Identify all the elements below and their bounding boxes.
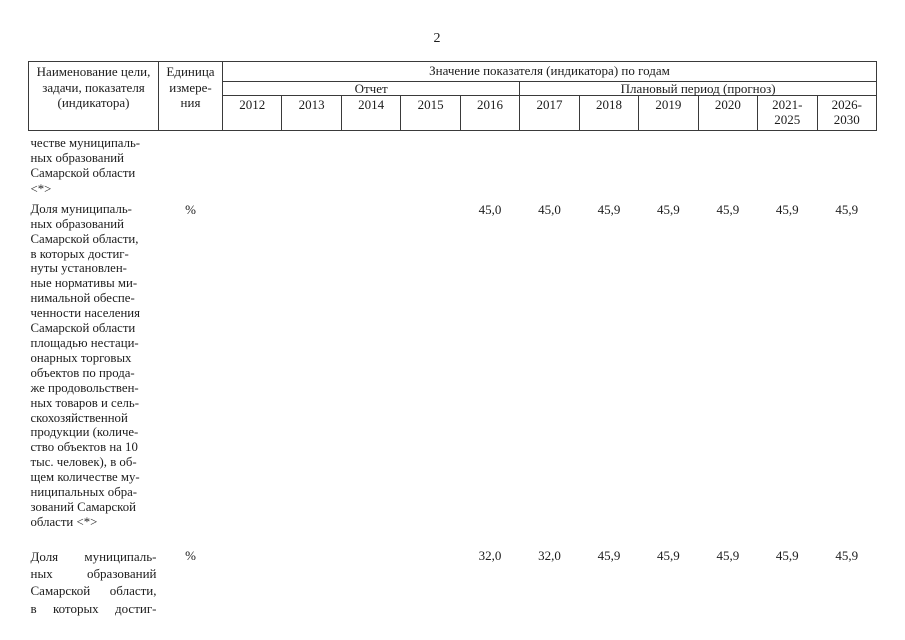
header-year-2016: 2016 — [459, 95, 521, 131]
header-group-report: Отчет — [221, 81, 521, 96]
indicator-name-line: в которых достиг- — [30, 600, 157, 616]
value-2026-2030: 45,9 — [835, 201, 859, 217]
table-row-continuation: честве муниципаль- ных образований Самар… — [29, 131, 877, 197]
indicator-name: Доля муниципаль- ных образований Самарск… — [30, 201, 141, 529]
value-2012 — [223, 540, 282, 617]
table-body: честве муниципаль- ных образований Самар… — [29, 131, 877, 617]
header-group-plan: Плановый период (прогноз) — [519, 81, 877, 96]
header-name-column: Наименование цели, задачи, показателя (и… — [28, 61, 159, 131]
header-year-2026-2030: 2026- 2030 — [816, 95, 878, 131]
header-year-2015: 2015 — [400, 95, 461, 131]
value-2021-2025: 45,9 — [775, 547, 799, 563]
value-2013 — [282, 197, 341, 530]
indicator-unit: % — [185, 201, 196, 217]
value-2014 — [341, 197, 400, 530]
value-2018: 45,9 — [597, 547, 621, 563]
header-year-2018: 2018 — [578, 95, 640, 131]
value-2015 — [401, 197, 460, 530]
value-2026-2030: 45,9 — [835, 547, 859, 563]
indicator-name: честве муниципаль- ных образований Самар… — [30, 136, 141, 196]
value-2020: 45,9 — [716, 201, 740, 217]
value-2012 — [223, 197, 282, 530]
table-header: Наименование цели, задачи, показателя (и… — [28, 61, 878, 131]
indicator-table: Наименование цели, задачи, показателя (и… — [28, 61, 878, 617]
indicator-name-line: ных образований — [30, 566, 157, 582]
header-year-2014: 2014 — [340, 95, 402, 131]
indicator-name: Доля муниципаль- ных образований Самарск… — [29, 540, 159, 617]
empty-values — [223, 131, 877, 197]
value-2016: 32,0 — [478, 547, 502, 563]
header-year-2020: 2020 — [697, 95, 759, 131]
header-unit-column: Единица измере- ния — [158, 61, 223, 131]
value-2018: 45,9 — [597, 201, 621, 217]
row-spacer — [29, 530, 877, 540]
value-2015 — [401, 540, 460, 617]
value-2016: 45,0 — [478, 201, 502, 217]
header-year-2017: 2017 — [519, 95, 580, 131]
value-2020: 45,9 — [716, 547, 740, 563]
value-2019: 45,9 — [657, 201, 680, 217]
value-2017: 45,0 — [538, 201, 561, 217]
header-year-2019: 2019 — [638, 95, 699, 131]
header-year-2013: 2013 — [281, 95, 342, 131]
indicator-unit: % — [185, 547, 196, 563]
value-2017: 32,0 — [538, 547, 561, 563]
indicator-unit — [159, 131, 223, 197]
value-2014 — [341, 540, 400, 617]
value-2019: 45,9 — [657, 547, 680, 563]
indicator-name-line: Самарской области, — [30, 583, 157, 599]
table-row-indicator-1: Доля муниципаль- ных образований Самарск… — [29, 197, 877, 530]
header-year-2012: 2012 — [221, 95, 283, 131]
value-2021-2025: 45,9 — [775, 201, 799, 217]
value-2013 — [282, 540, 341, 617]
header-values-title: Значение показателя (индикатора) по года… — [222, 61, 877, 82]
indicator-name-line: Доля муниципаль- — [30, 548, 157, 564]
table-row-indicator-2: Доля муниципаль- ных образований Самарск… — [29, 540, 877, 617]
page-number: 2 — [433, 31, 441, 46]
header-year-2021-2025: 2021- 2025 — [757, 95, 818, 131]
